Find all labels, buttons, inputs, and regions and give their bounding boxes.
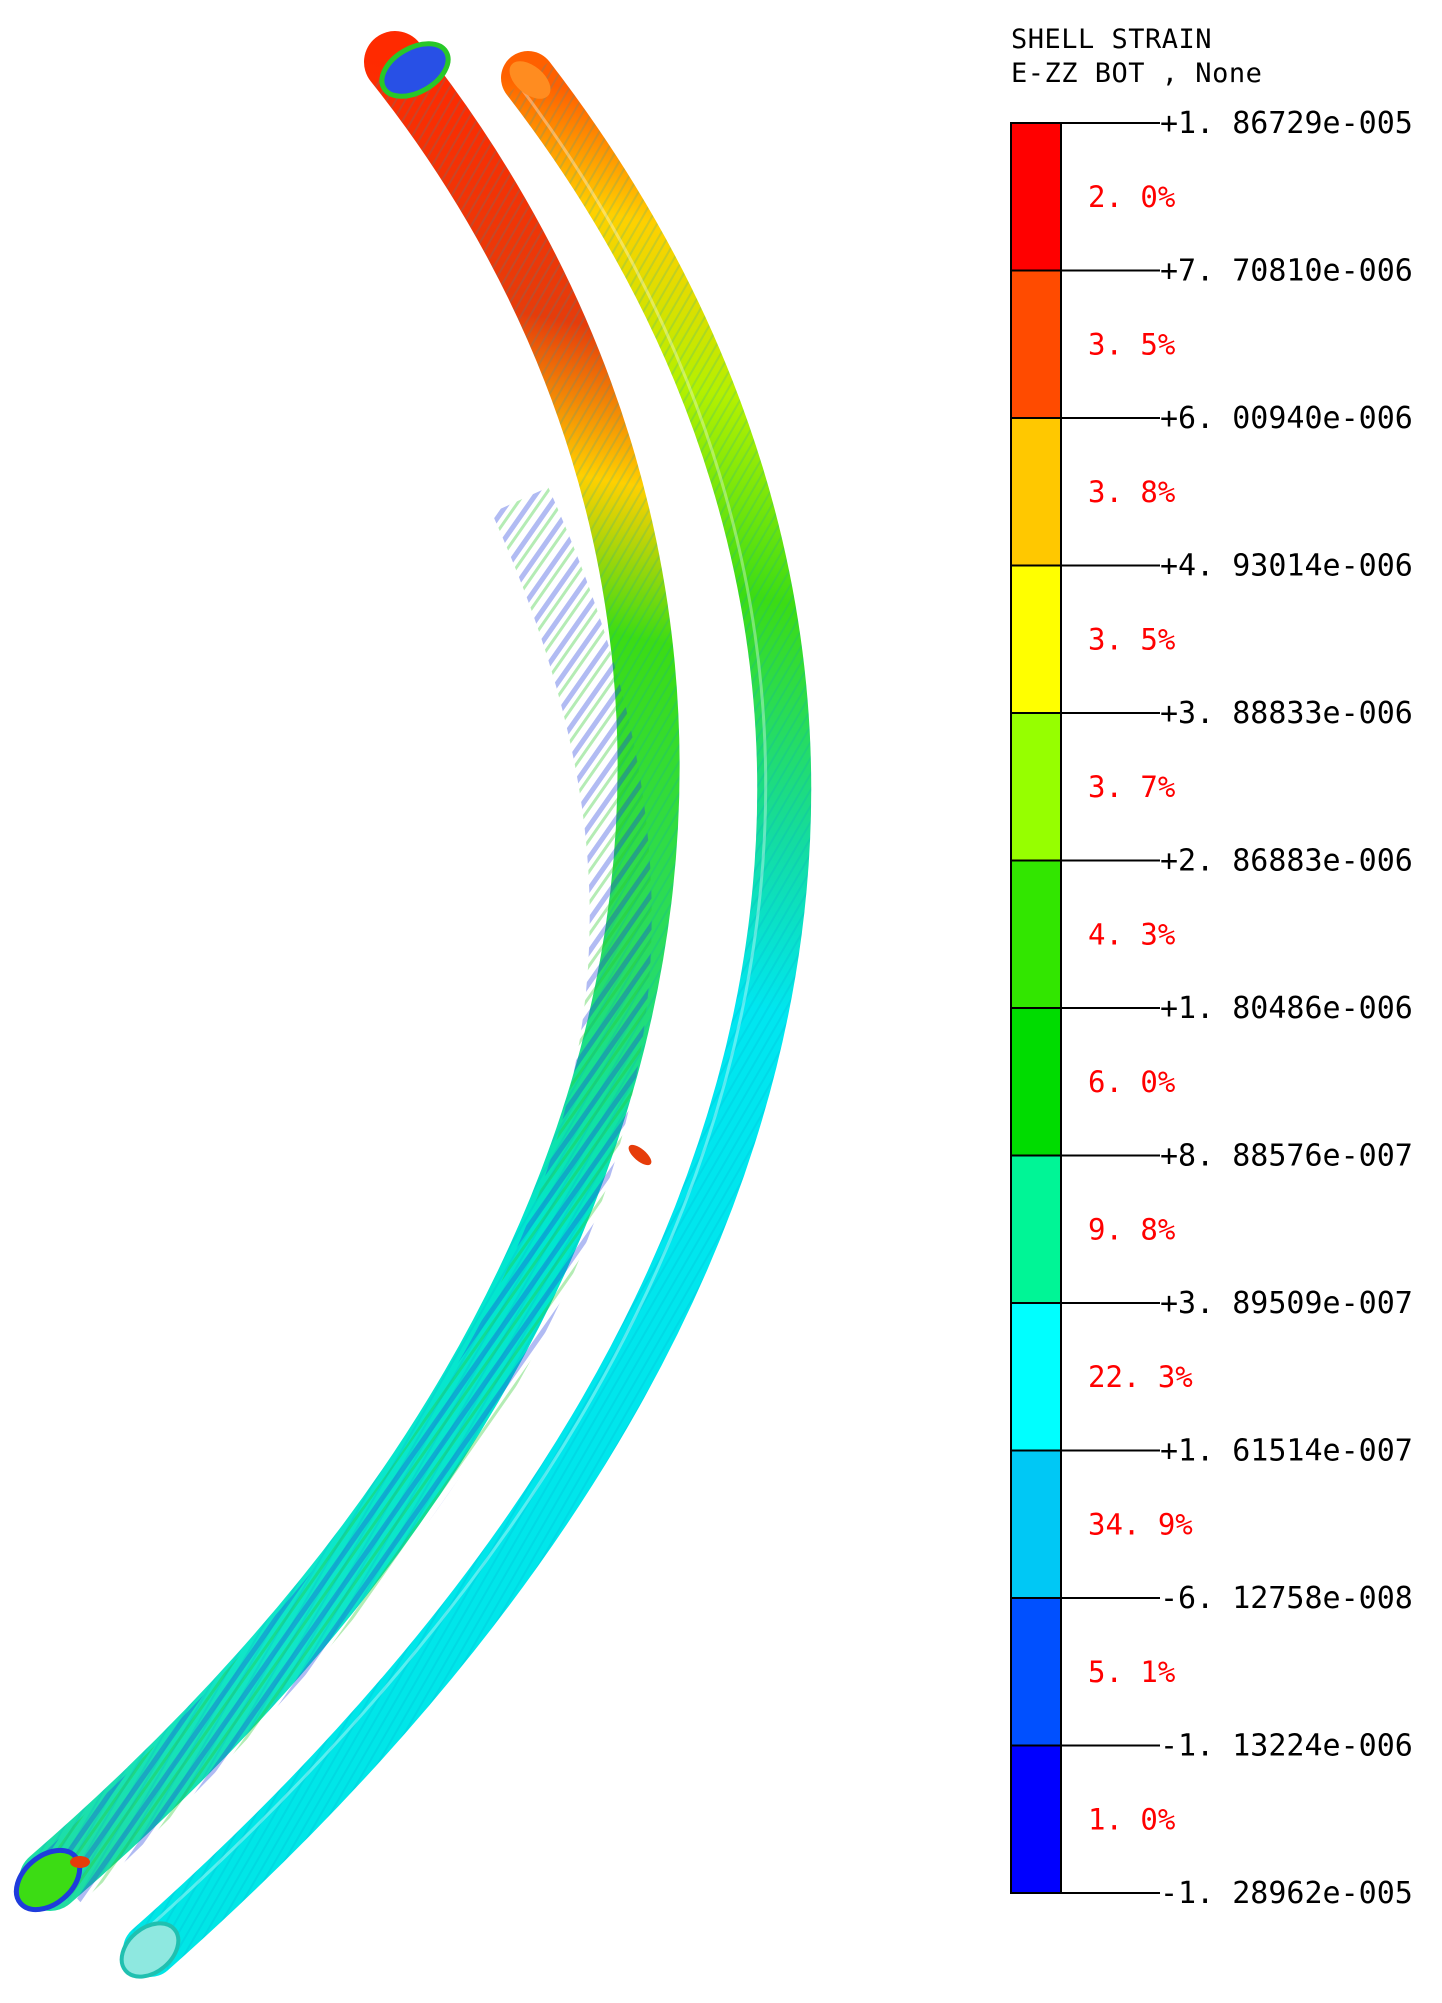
legend-band-9 (1010, 1449, 1062, 1599)
legend-tick-label-2: +6. 00940e-006 (1160, 401, 1413, 436)
legend-band-3 (1010, 564, 1062, 714)
legend-tick-label-3: +4. 93014e-006 (1160, 549, 1413, 584)
legend-band-0 (1010, 122, 1062, 272)
legend-band-percent-10: 5. 1% (1088, 1655, 1175, 1689)
legend-band-4 (1010, 712, 1062, 862)
legend-tick-label-4: +3. 88833e-006 (1160, 696, 1413, 731)
legend-band-percent-1: 3. 5% (1088, 327, 1175, 361)
legend-band-2 (1010, 417, 1062, 567)
legend-band-percent-3: 3. 5% (1088, 622, 1175, 656)
legend-title-line2: E-ZZ BOT , None (1011, 58, 1263, 89)
legend-tick-label-10: -6. 12758e-008 (1160, 1581, 1413, 1616)
outer-pipe (119, 51, 812, 1979)
legend-tick-label-1: +7. 70810e-006 (1160, 254, 1413, 289)
legend-tick-label-0: +1. 86729e-005 (1160, 106, 1413, 141)
legend-tick-label-6: +1. 80486e-006 (1160, 991, 1413, 1026)
legend-band-percent-4: 3. 7% (1088, 770, 1175, 804)
legend-band-10 (1010, 1597, 1062, 1747)
legend-band-5 (1010, 859, 1062, 1009)
legend-tick-label-7: +8. 88576e-007 (1160, 1139, 1413, 1174)
legend-band-percent-5: 4. 3% (1088, 917, 1175, 951)
legend-band-percent-6: 6. 0% (1088, 1065, 1175, 1099)
legend-band-11 (1010, 1744, 1062, 1894)
legend-tick-label-11: -1. 13224e-006 (1160, 1729, 1413, 1764)
legend-band-percent-0: 2. 0% (1088, 180, 1175, 214)
legend-band-7 (1010, 1154, 1062, 1304)
legend-band-8 (1010, 1302, 1062, 1452)
legend-band-1 (1010, 269, 1062, 419)
legend-band-percent-11: 1. 0% (1088, 1802, 1175, 1836)
legend-band-percent-2: 3. 8% (1088, 475, 1175, 509)
legend-band-percent-7: 9. 8% (1088, 1212, 1175, 1246)
legend-band-6 (1010, 1007, 1062, 1157)
legend-tick-label-9: +1. 61514e-007 (1160, 1434, 1413, 1469)
legend-band-percent-8: 22. 3% (1088, 1360, 1193, 1394)
legend-tick-label-12: -1. 28962e-005 (1160, 1876, 1413, 1911)
legend-tick-label-5: +2. 86883e-006 (1160, 844, 1413, 879)
legend-tick-label-8: +3. 89509e-007 (1160, 1286, 1413, 1321)
legend-title-line1: SHELL STRAIN (1011, 24, 1213, 55)
inner-pipe (13, 31, 680, 1913)
legend-band-percent-9: 34. 9% (1088, 1507, 1193, 1541)
